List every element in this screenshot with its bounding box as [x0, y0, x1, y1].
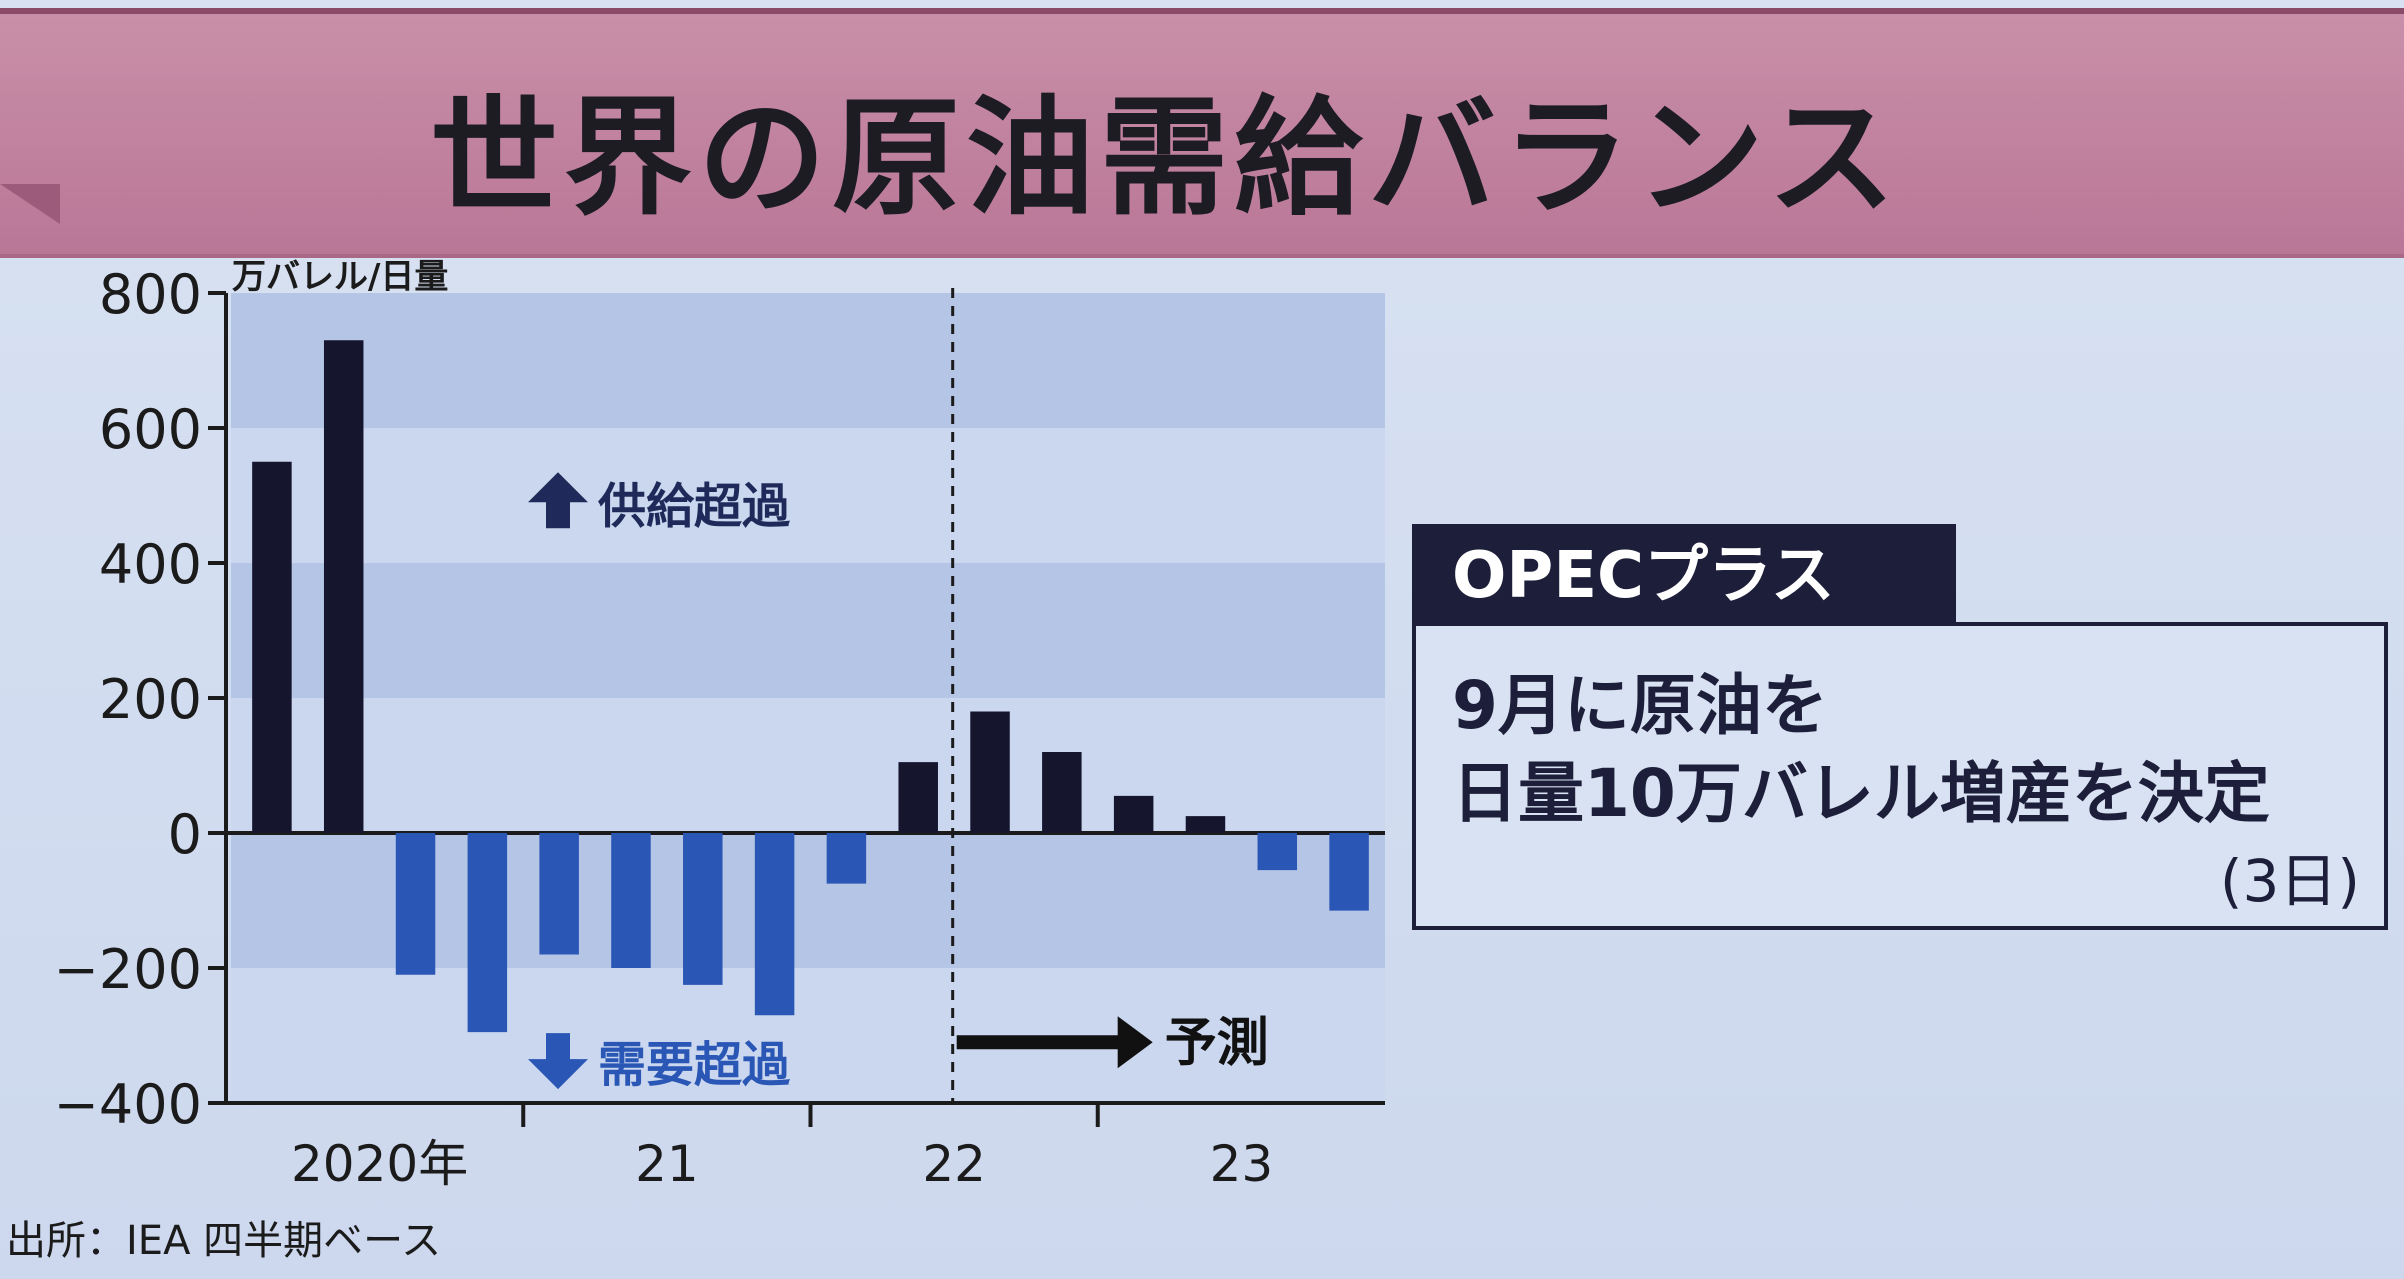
- forecast-arrow-head: [1117, 1016, 1153, 1069]
- demand-surplus-label: 需要超過: [598, 1037, 791, 1093]
- bar-2021Q4: [754, 833, 795, 1016]
- bar-2020Q3: [395, 833, 436, 975]
- bar-2020Q2: [323, 340, 364, 833]
- band-dark: [231, 563, 1385, 698]
- y-axis-label: 万バレル/日量: [232, 257, 448, 297]
- ribbon-decoration: [0, 184, 60, 224]
- bar-2022Q1: [826, 833, 867, 884]
- oil-balance-chart: 800 600 400 200 0 −200 −400 万バレル/日量 2020年 21 22 23…: [54, 257, 1385, 1193]
- x-group-label: 2020年: [291, 1135, 468, 1193]
- opec-line-1: 9月に原油を: [1452, 667, 1828, 744]
- y-tick-label: 600: [99, 398, 202, 461]
- chart-bars: [252, 340, 1369, 1033]
- bar-2020Q1: [252, 461, 292, 833]
- opec-date: (3日): [2219, 847, 2360, 915]
- y-tick-label: 800: [99, 263, 202, 326]
- bar-2021Q1: [539, 833, 579, 955]
- band-light: [231, 698, 1385, 833]
- band-light: [231, 968, 1385, 1103]
- y-ticks: 800 600 400 200 0 −200 −400 万バレル/日量: [54, 257, 449, 1136]
- band-dark: [231, 293, 1385, 428]
- y-tick-label: 200: [99, 668, 202, 731]
- y-tick-label: −400: [54, 1073, 202, 1136]
- bar-2021Q3: [683, 833, 723, 985]
- x-group-label: 21: [635, 1135, 699, 1193]
- opec-line-2: 日量10万バレル増産を決定: [1452, 755, 2270, 832]
- x-labels: 2020年 21 22 23: [291, 1103, 1273, 1193]
- bar-2022Q2: [898, 762, 938, 833]
- y-tick-label: −200: [54, 938, 202, 1001]
- opec-info-box: 9月に原油を 日量10万バレル増産を決定 (3日): [1412, 622, 2388, 930]
- band-light: [231, 428, 1385, 563]
- bar-2023Q2: [1185, 816, 1226, 833]
- y-tick-label: 400: [99, 533, 202, 596]
- bar-2023Q4: [1329, 833, 1369, 911]
- bar-2023Q3: [1257, 833, 1298, 871]
- x-group-label: 23: [1210, 1135, 1274, 1193]
- chart-container: 800 600 400 200 0 −200 −400 万バレル/日量 2020年 21 22 23…: [0, 250, 1400, 1204]
- bar-2022Q4: [1042, 752, 1082, 833]
- y-tick-label: 0: [168, 803, 202, 866]
- bar-2021Q2: [611, 833, 651, 968]
- bar-2020Q4: [467, 833, 508, 1033]
- opec-heading: OPECプラス: [1412, 524, 1956, 628]
- title-band: 世界の原油需給バランス: [0, 8, 2404, 258]
- background-bands: [231, 293, 1385, 1103]
- source-note: 出所：IEA 四半期ベース: [6, 1218, 442, 1264]
- bar-2023Q1: [1113, 795, 1154, 833]
- up-arrow-icon: [528, 472, 588, 529]
- bar-2022Q3: [970, 711, 1010, 833]
- x-group-label: 22: [922, 1135, 986, 1193]
- down-arrow-icon: [528, 1033, 588, 1090]
- page-title: 世界の原油需給バランス: [430, 84, 1902, 233]
- forecast-label: 予測: [1165, 1013, 1269, 1073]
- supply-surplus-label: 供給超過: [598, 478, 791, 534]
